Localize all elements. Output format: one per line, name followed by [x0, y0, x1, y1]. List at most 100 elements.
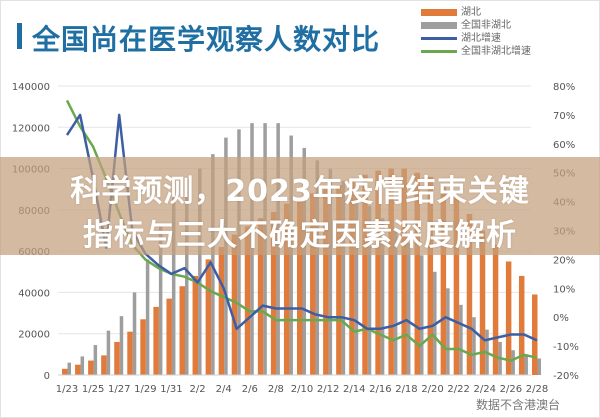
banner-headline-line2: 指标与三大不确定因素深度解析	[83, 218, 517, 253]
x-axis-tick: 2/8	[268, 384, 284, 395]
bar-non-hubei	[302, 147, 306, 375]
x-axis-tick: 2/16	[369, 384, 391, 395]
bar-non-hubei	[537, 358, 541, 375]
x-axis-tick: 1/27	[108, 384, 130, 395]
x-axis-tick: 2/10	[291, 384, 313, 395]
y-axis-right-tick: 0%	[553, 313, 569, 324]
bar-hubei	[388, 168, 394, 375]
bar-hubei	[297, 197, 303, 375]
bar-non-hubei	[145, 259, 150, 375]
legend-label: 全国非湖北增速	[461, 46, 531, 57]
bar-hubei	[192, 275, 199, 375]
line-non-hubei-growth	[65, 99, 538, 362]
bar-hubei	[283, 203, 290, 375]
legend: 湖北 全国非湖北 湖北增速 全国非湖北增速	[421, 6, 531, 58]
bar-non-hubei	[119, 316, 124, 375]
bar-non-hubei	[406, 242, 411, 375]
bar-hubei	[401, 168, 407, 375]
bar-non-hubei	[198, 168, 202, 375]
bar-hubei	[88, 360, 94, 375]
y-axis-right-tick: 20%	[553, 255, 575, 266]
bar-non-hubei	[393, 230, 398, 375]
bar-non-hubei	[171, 197, 176, 375]
y-axis-left-tick: 140000	[12, 82, 50, 93]
bar-non-hubei	[106, 330, 111, 375]
x-axis-tick: 1/25	[82, 384, 104, 395]
y-axis-right-tick: -10%	[553, 342, 579, 353]
footnote: 数据不含港澳台	[476, 398, 561, 412]
legend-label: 湖北	[461, 7, 481, 18]
banner-headline-line1: 科学预测，2023年疫情结束关键	[70, 174, 530, 209]
bar-hubei	[492, 244, 499, 375]
overlay-banner	[0, 157, 600, 255]
bar-hubei	[336, 185, 342, 375]
y-axis-left-tick: 40000	[18, 288, 50, 299]
bar-hubei	[244, 226, 251, 375]
bar-hubei	[440, 185, 447, 375]
y-axis-right-tick: 60%	[553, 140, 575, 151]
bar-hubei	[349, 178, 355, 375]
y-axis-left-tick: 120000	[12, 123, 50, 134]
x-axis-tick: 2/4	[216, 384, 232, 395]
bar-hubei	[257, 218, 264, 375]
y-axis-right-tick: 70%	[553, 111, 575, 122]
bar-hubei	[414, 172, 420, 375]
x-axis-tick: 1/31	[160, 384, 182, 395]
bar-hubei	[114, 341, 120, 375]
bar-hubei	[166, 298, 172, 375]
bar-hubei	[479, 230, 486, 375]
x-axis-tick: 2/6	[242, 384, 258, 395]
bar-hubei	[427, 176, 434, 375]
x-axis-tick: 2/22	[447, 384, 469, 395]
x-axis-tick: 2/2	[190, 384, 206, 395]
bar-hubei	[323, 189, 329, 375]
bar-non-hubei	[93, 345, 98, 375]
x-axis-tick: 2/26	[500, 384, 522, 395]
y-axis-right-tick: 80%	[553, 82, 575, 93]
bar-non-hubei	[367, 205, 372, 375]
bar-hubei	[375, 170, 381, 375]
bar-non-hubei	[420, 255, 424, 375]
bar-hubei	[270, 211, 277, 375]
x-axis-tick: 2/12	[317, 384, 339, 395]
y-axis-right-tick: -20%	[553, 371, 579, 382]
x-axis-tick: 1/23	[56, 384, 78, 395]
bar-hubei	[218, 247, 225, 375]
y-axis-left-tick: 0	[44, 371, 50, 382]
legend-item-non-hubei-growth: 全国非湖北增速	[421, 45, 531, 58]
legend-label: 湖北增速	[461, 33, 501, 44]
bar-hubei	[532, 294, 538, 375]
bar-hubei	[231, 234, 238, 375]
bar-non-hubei	[289, 135, 293, 375]
bar-non-hubei	[524, 354, 528, 375]
legend-label: 全国非湖北	[461, 20, 511, 31]
bar-non-hubei	[380, 218, 385, 375]
bar-non-hubei	[459, 304, 463, 375]
bar-non-hubei	[354, 193, 359, 375]
x-axis-tick: 2/28	[526, 384, 548, 395]
y-axis-right-tick: 10%	[553, 284, 575, 295]
x-axis-tick: 2/18	[395, 384, 417, 395]
bar-non-hubei	[446, 288, 450, 375]
bar-hubei	[205, 259, 212, 375]
bar-hubei	[153, 306, 159, 375]
x-axis-tick: 2/20	[421, 384, 443, 395]
bar-non-hubei	[80, 356, 85, 375]
bar-hubei	[310, 193, 316, 375]
bar-non-hubei	[224, 137, 228, 375]
bar-non-hubei	[132, 292, 137, 375]
legend-line-hubei-growth	[421, 37, 457, 40]
legend-item-hubei-growth: 湖北增速	[421, 32, 531, 45]
legend-item-hubei: 湖北	[421, 6, 531, 19]
bar-hubei	[101, 355, 107, 375]
legend-item-non-hubei: 全国非湖北	[421, 19, 531, 32]
bar-hubei	[362, 174, 368, 375]
bar-hubei	[75, 364, 81, 375]
x-axis-tick: 1/29	[134, 384, 156, 395]
chart-title: 全国尚在医学观察人数对比	[32, 23, 381, 56]
bar-hubei	[62, 368, 68, 375]
bar-hubei	[127, 331, 133, 375]
bar-non-hubei	[328, 168, 333, 375]
bar-hubei	[179, 286, 185, 375]
legend-swatch-non-hubei	[421, 22, 457, 29]
